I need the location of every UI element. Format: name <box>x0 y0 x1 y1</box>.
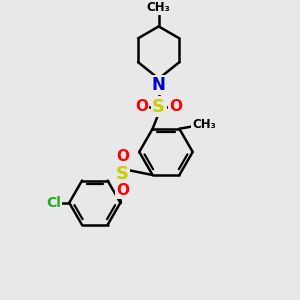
Text: O: O <box>116 183 129 198</box>
Text: S: S <box>152 98 165 116</box>
Text: O: O <box>135 99 148 114</box>
Text: O: O <box>116 149 129 164</box>
Text: S: S <box>116 165 129 183</box>
Text: N: N <box>152 76 166 94</box>
Text: CH₃: CH₃ <box>147 1 171 14</box>
Text: O: O <box>169 99 183 114</box>
Text: Cl: Cl <box>46 196 61 210</box>
Text: CH₃: CH₃ <box>192 118 216 131</box>
